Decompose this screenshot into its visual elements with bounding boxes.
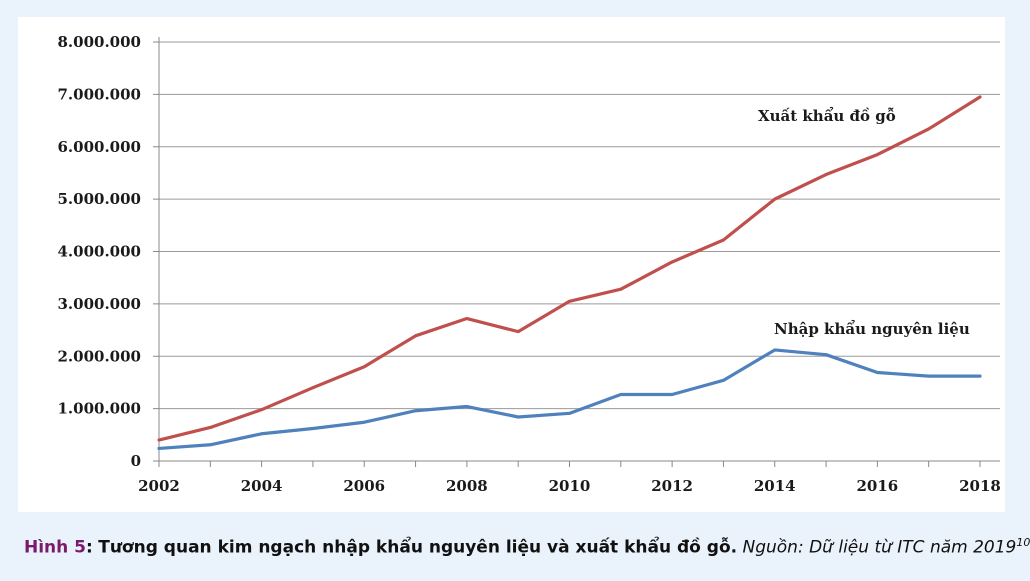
data-point <box>465 317 469 320</box>
data-point <box>157 438 161 442</box>
caption-footnote: 10 <box>1016 536 1030 549</box>
y-tick-label: 8.000.000 <box>57 33 141 51</box>
data-point <box>722 238 725 242</box>
data-point <box>824 353 828 357</box>
series-lines <box>157 95 982 451</box>
data-point <box>311 427 315 430</box>
data-point <box>208 426 212 429</box>
data-point <box>157 447 161 450</box>
data-point <box>619 393 623 396</box>
y-tick-label: 0 <box>131 452 141 470</box>
data-point <box>773 348 777 352</box>
data-point <box>875 371 879 374</box>
data-point <box>722 378 725 382</box>
data-point <box>516 415 520 419</box>
data-point <box>414 334 417 338</box>
chart-panel: 0 1.000.000 2.000.000 3.000.000 4.000.000 5.0… <box>18 17 1005 512</box>
data-point <box>927 127 931 131</box>
y-tick-label: 6.000.000 <box>57 138 141 156</box>
data-point <box>465 405 469 408</box>
x-tick-label: 2002 <box>138 477 180 495</box>
x-tick-label: 2012 <box>651 477 693 495</box>
data-point <box>927 374 931 378</box>
gridlines <box>159 41 1000 410</box>
data-point <box>260 432 264 436</box>
series-labels: Xuất khẩu đồ gỗ Nhập khẩu nguyên liệu <box>758 107 970 338</box>
data-point <box>516 330 520 334</box>
data-point <box>619 287 623 291</box>
data-point <box>824 173 828 176</box>
y-tick-label: 3.000.000 <box>57 295 141 313</box>
data-point <box>978 374 982 378</box>
caption-colon: : <box>86 537 93 558</box>
y-tick-label: 5.000.000 <box>57 190 141 208</box>
caption-source: Nguồn: Dữ liệu từ ITC năm 2019 <box>742 537 1017 558</box>
data-point <box>260 408 264 412</box>
data-point <box>208 443 212 447</box>
y-tick-label: 4.000.000 <box>57 243 141 261</box>
data-point <box>875 153 879 157</box>
y-tick-label: 2.000.000 <box>57 347 141 365</box>
caption-label: Hình 5 <box>24 537 87 558</box>
figure-caption: Hình 5: Tương quan kim ngạch nhập khẩu n… <box>24 536 1030 558</box>
data-point <box>362 365 366 369</box>
data-point <box>414 409 417 413</box>
y-tick-label: 7.000.000 <box>57 85 141 103</box>
x-tick-label: 2014 <box>754 477 796 495</box>
series-label-1: Nhập khẩu nguyên liệu <box>774 320 970 338</box>
series-label-0: Xuất khẩu đồ gỗ <box>758 107 896 125</box>
y-axis-ticks: 0 1.000.000 2.000.000 3.000.000 4.000.000 5.0… <box>57 33 159 470</box>
data-point <box>568 299 571 303</box>
data-point <box>670 393 674 396</box>
caption-title: Tương quan kim ngạch nhập khẩu nguyên li… <box>98 537 738 558</box>
x-tick-label: 2018 <box>959 477 1001 495</box>
x-tick-label: 2004 <box>241 477 283 495</box>
line-chart: 0 1.000.000 2.000.000 3.000.000 4.000.000 5.0… <box>57 33 1001 495</box>
y-tick-label: 1.000.000 <box>57 400 141 418</box>
axes <box>158 37 1000 462</box>
data-point <box>978 95 982 99</box>
x-axis-ticks: 2002 2004 2006 2008 2010 2012 2014 2016 2018 <box>138 461 1001 495</box>
series-line-0 <box>157 95 982 442</box>
data-point <box>670 260 674 264</box>
data-point <box>568 411 571 415</box>
data-point <box>311 386 315 390</box>
x-tick-label: 2010 <box>549 477 591 495</box>
x-tick-label: 2006 <box>343 477 385 495</box>
x-tick-label: 2016 <box>857 477 899 495</box>
data-point <box>773 197 777 201</box>
data-point <box>362 420 366 424</box>
x-tick-label: 2008 <box>446 477 488 495</box>
